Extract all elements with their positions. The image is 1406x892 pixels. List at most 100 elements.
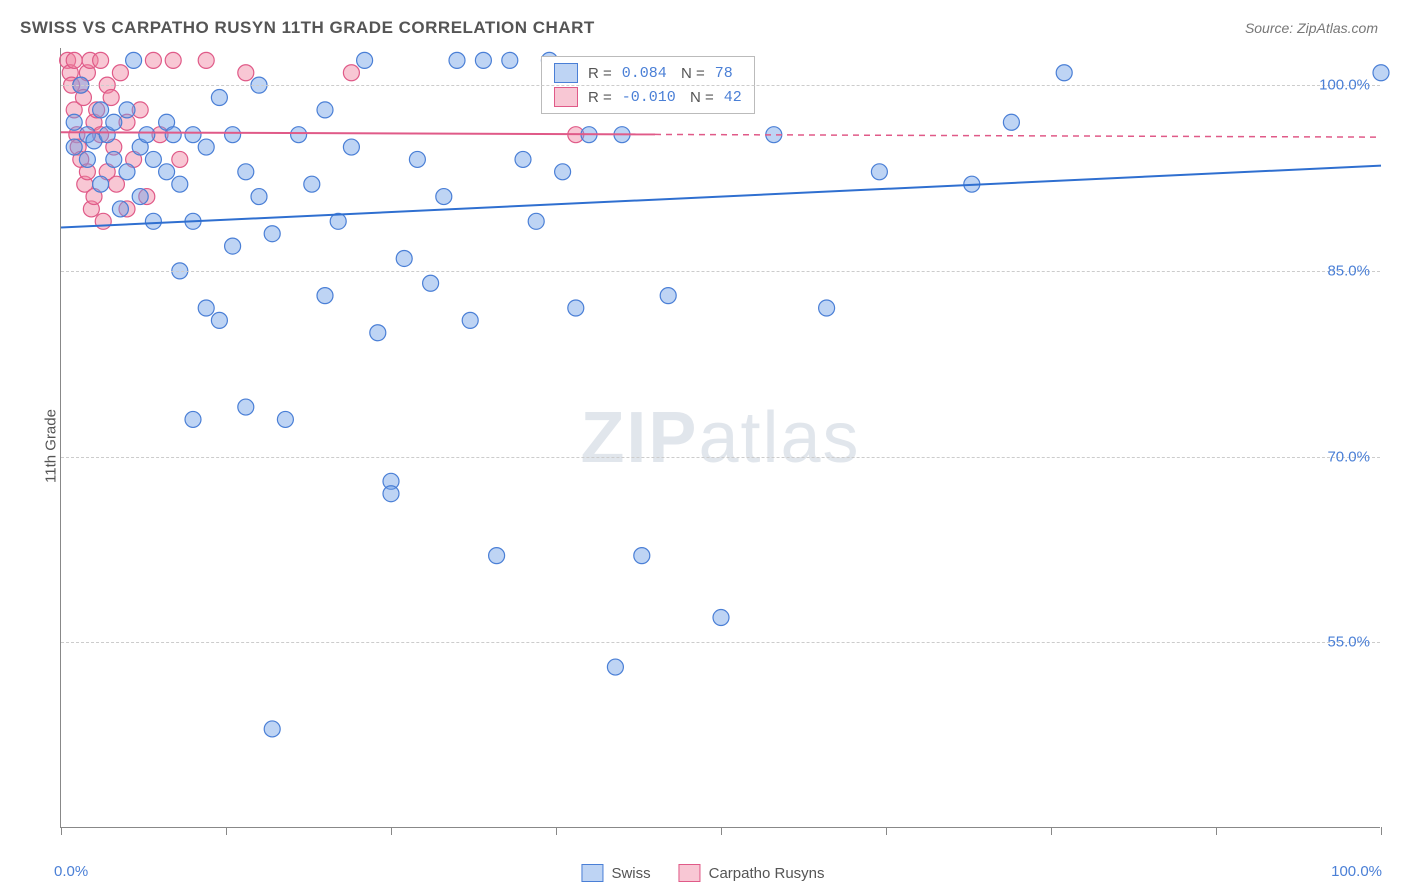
gridline <box>61 457 1380 458</box>
data-point <box>145 151 161 167</box>
data-point <box>172 176 188 192</box>
data-point <box>172 151 188 167</box>
data-point <box>396 250 412 266</box>
data-point <box>66 139 82 155</box>
data-point <box>238 399 254 415</box>
stats-r-swiss: 0.084 <box>622 65 667 82</box>
data-point <box>225 127 241 143</box>
data-point <box>436 189 452 205</box>
stats-row-swiss: R = 0.084 N = 78 <box>554 63 742 83</box>
data-point <box>211 90 227 106</box>
legend-label-carpatho: Carpatho Rusyns <box>709 865 825 882</box>
x-tick <box>226 827 227 835</box>
data-point <box>555 164 571 180</box>
chart-title: SWISS VS CARPATHO RUSYN 11TH GRADE CORRE… <box>20 18 595 38</box>
data-point <box>489 548 505 564</box>
data-point <box>145 213 161 229</box>
data-point <box>159 164 175 180</box>
bottom-legend: Swiss Carpatho Rusyns <box>581 864 824 882</box>
stats-swatch-swiss <box>554 63 578 83</box>
y-tick-label: 85.0% <box>1327 262 1370 279</box>
data-point <box>93 52 109 68</box>
y-tick-label: 100.0% <box>1319 77 1370 94</box>
chart-svg <box>61 48 1380 827</box>
data-point <box>1003 114 1019 130</box>
x-tick <box>61 827 62 835</box>
data-point <box>112 201 128 217</box>
stats-n-label: N = <box>677 65 705 82</box>
data-point <box>409 151 425 167</box>
data-point <box>343 65 359 81</box>
data-point <box>165 127 181 143</box>
data-point <box>277 411 293 427</box>
stats-n-carpatho: 42 <box>724 89 742 106</box>
data-point <box>304 176 320 192</box>
data-point <box>819 300 835 316</box>
y-tick-label: 70.0% <box>1327 448 1370 465</box>
legend-swatch-swiss <box>581 864 603 882</box>
data-point <box>93 102 109 118</box>
x-tick <box>1216 827 1217 835</box>
data-point <box>126 52 142 68</box>
data-point <box>475 52 491 68</box>
source-label: Source: ZipAtlas.com <box>1245 20 1378 36</box>
data-point <box>264 721 280 737</box>
data-point <box>198 300 214 316</box>
gridline <box>61 642 1380 643</box>
x-tick <box>721 827 722 835</box>
x-tick <box>1381 827 1382 835</box>
gridline <box>61 85 1380 86</box>
data-point <box>317 102 333 118</box>
data-point <box>251 189 267 205</box>
data-point <box>713 610 729 626</box>
data-point <box>211 312 227 328</box>
data-point <box>871 164 887 180</box>
y-tick-label: 55.0% <box>1327 634 1370 651</box>
data-point <box>607 659 623 675</box>
data-point <box>502 52 518 68</box>
legend-item-swiss: Swiss <box>581 864 650 882</box>
gridline <box>61 271 1380 272</box>
data-point <box>132 189 148 205</box>
x-axis-max-label: 100.0% <box>1331 863 1382 880</box>
legend-item-carpatho: Carpatho Rusyns <box>679 864 825 882</box>
data-point <box>198 52 214 68</box>
data-point <box>139 127 155 143</box>
data-point <box>528 213 544 229</box>
plot-area: ZIPatlas R = 0.084 N = 78 R = -0.010 N =… <box>60 48 1380 828</box>
data-point <box>93 176 109 192</box>
data-point <box>106 151 122 167</box>
x-tick <box>1051 827 1052 835</box>
stats-row-carpatho: R = -0.010 N = 42 <box>554 87 742 107</box>
x-axis-min-label: 0.0% <box>54 863 88 880</box>
data-point <box>291 127 307 143</box>
data-point <box>357 52 373 68</box>
data-point <box>370 325 386 341</box>
data-point <box>238 164 254 180</box>
data-point <box>145 52 161 68</box>
stats-r-label-2: R = <box>588 89 612 106</box>
data-point <box>1373 65 1389 81</box>
data-point <box>660 288 676 304</box>
stats-r-carpatho: -0.010 <box>622 89 676 106</box>
x-tick <box>886 827 887 835</box>
data-point <box>79 151 95 167</box>
data-point <box>66 114 82 130</box>
data-point <box>66 52 82 68</box>
stats-r-label: R = <box>588 65 612 82</box>
data-point <box>112 65 128 81</box>
stats-n-label-2: N = <box>686 89 714 106</box>
data-point <box>238 65 254 81</box>
stats-swatch-carpatho <box>554 87 578 107</box>
data-point <box>264 226 280 242</box>
legend-label-swiss: Swiss <box>611 865 650 882</box>
data-point <box>119 164 135 180</box>
data-point <box>449 52 465 68</box>
data-point <box>106 114 122 130</box>
data-point <box>1056 65 1072 81</box>
data-point <box>343 139 359 155</box>
trend-line-dashed <box>655 134 1381 137</box>
data-point <box>634 548 650 564</box>
data-point <box>185 411 201 427</box>
data-point <box>317 288 333 304</box>
